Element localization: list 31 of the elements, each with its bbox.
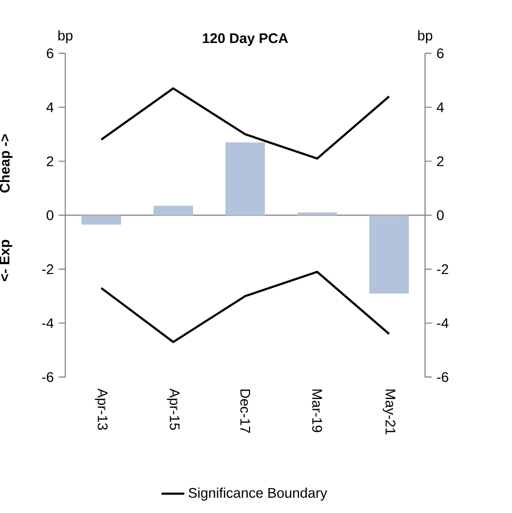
bar [226,142,266,216]
y2-tick-label: -2 [437,264,448,274]
y-tick-label: -6 [42,372,54,382]
y2-tick-label: 2 [437,156,444,166]
x-tick-label: Apr-13 [95,388,108,430]
legend-label: Significance Boundary [188,488,328,501]
bar [82,215,122,225]
y-tick-label: 2 [47,156,54,166]
bar [297,212,338,216]
y2-tick-label: -6 [437,372,448,382]
x-tick-label: May-21 [382,390,396,434]
x-tick-label: Dec-17 [240,390,250,433]
x-tick-label: Apr-15 [167,388,180,430]
x-tick-label: Mar-19 [312,390,322,432]
y2-tick-label: 6 [437,48,444,58]
y-tick-label: 4 [46,102,54,112]
y-tick-label: -2 [42,264,54,274]
text: <- Exp [0,240,12,282]
y2-tick-label: -4 [437,318,449,328]
y2-tick-label: 0 [437,210,444,220]
line-series [100,270,390,344]
y-tick-label: -4 [42,318,54,328]
y2-tick-label: 4 [436,102,444,112]
y-tick-label: 6 [47,48,54,58]
bar [154,206,194,216]
y2-axis-title: bp [418,30,432,44]
line-series [100,87,390,160]
y-axis-title: bp [58,30,73,44]
chart-title: 120 Day PCA [203,33,288,46]
y-tick-label: 0 [46,210,54,220]
bar [369,215,410,294]
